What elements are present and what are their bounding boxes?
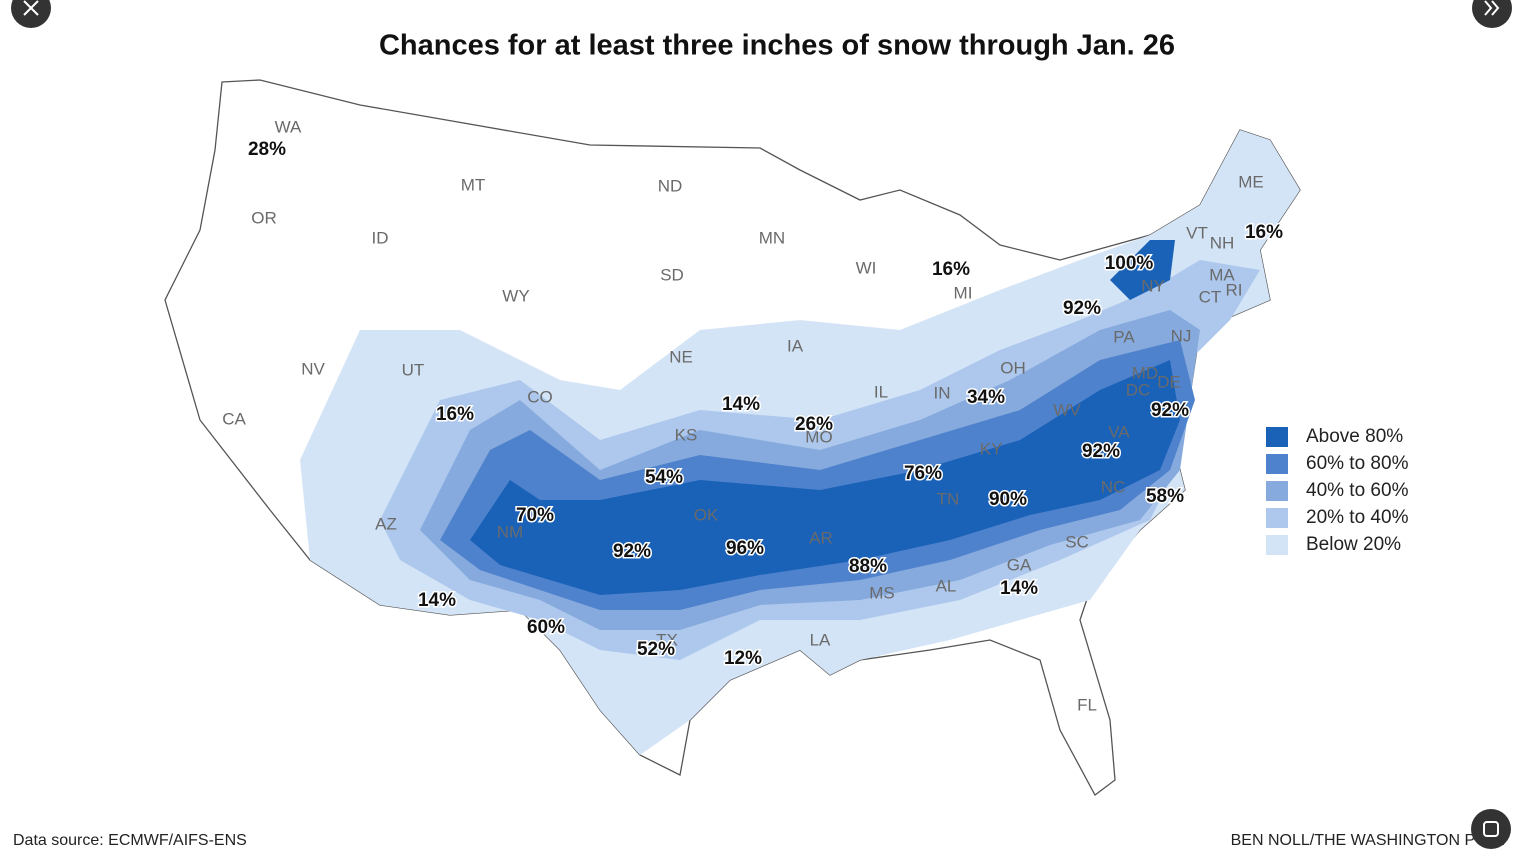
state-label: UT xyxy=(402,360,425,379)
state-label: DC xyxy=(1126,380,1151,399)
percent-label: 58% xyxy=(1146,486,1184,507)
legend-swatch xyxy=(1266,481,1288,501)
percent-label: 60% xyxy=(527,617,565,638)
zone-above-80 xyxy=(1110,240,1175,300)
state-label: VA xyxy=(1108,422,1130,441)
legend-label: 60% to 80% xyxy=(1306,453,1409,474)
percent-label: 88% xyxy=(849,556,887,577)
percent-label: 76% xyxy=(904,463,942,484)
state-label: MS xyxy=(869,583,895,602)
state-label: SD xyxy=(660,265,684,284)
state-label: KY xyxy=(980,439,1003,458)
state-label: CT xyxy=(1199,287,1222,306)
state-label: MN xyxy=(759,228,785,247)
state-label: IN xyxy=(934,383,951,402)
percent-label: 16% xyxy=(1245,222,1283,243)
percent-labels: 28% 16% 14% 26% 54% 70% 92% 96% 88% 76% 90% 92% 58% 9… xyxy=(246,138,1284,671)
percent-label: 12% xyxy=(724,648,762,669)
state-label: MD xyxy=(1132,363,1158,382)
state-label: TN xyxy=(937,489,960,508)
percent-label: 14% xyxy=(722,394,760,415)
state-label: ND xyxy=(658,176,683,195)
state-label: NJ xyxy=(1171,326,1192,345)
state-label: NH xyxy=(1210,233,1235,252)
legend-swatch xyxy=(1266,508,1288,528)
percent-label: 16% xyxy=(436,404,474,425)
percent-label: 92% xyxy=(1151,400,1189,421)
state-label: TX xyxy=(656,630,678,649)
legend-label: 40% to 60% xyxy=(1306,480,1409,501)
state-label: MA xyxy=(1209,265,1235,284)
state-label: WI xyxy=(856,258,877,277)
zone-above-80 xyxy=(470,360,1180,595)
percent-label: 92% xyxy=(613,541,651,562)
state-label: ME xyxy=(1238,172,1264,191)
state-label: AZ xyxy=(375,514,397,533)
title: Chances for at least three inches of sno… xyxy=(379,30,1175,62)
state-label: AL xyxy=(936,576,957,595)
percent-label: 28% xyxy=(248,139,286,160)
state-label: RI xyxy=(1226,280,1243,299)
percent-label: 92% xyxy=(1063,298,1101,319)
percent-label: 14% xyxy=(1000,578,1038,599)
credit: BEN NOLL/THE WASHINGTON POST xyxy=(1231,832,1509,849)
state-label: NM xyxy=(497,522,523,541)
state-label: NV xyxy=(301,359,325,378)
percent-label: 92% xyxy=(1082,441,1120,462)
legend: Above 80% 60% to 80% 40% to 60% 20% to 40% B… xyxy=(1266,426,1409,555)
legend-swatch xyxy=(1266,535,1288,555)
state-label: DE xyxy=(1157,372,1181,391)
state-label: MO xyxy=(805,427,832,446)
state-label: NE xyxy=(669,347,693,366)
state-label: FL xyxy=(1077,695,1097,714)
percent-label: 16% xyxy=(932,259,970,280)
percent-label: 90% xyxy=(989,489,1027,510)
state-label: PA xyxy=(1113,327,1135,346)
state-label: OK xyxy=(694,505,719,524)
state-label: NY xyxy=(1141,276,1165,295)
source: Data source: ECMWF/AIFS-ENS xyxy=(13,832,247,849)
legend-swatch xyxy=(1266,454,1288,474)
state-label: VT xyxy=(1186,223,1208,242)
state-label: KS xyxy=(675,425,698,444)
state-label: OH xyxy=(1000,358,1026,377)
state-label: GA xyxy=(1007,555,1032,574)
percent-label: 54% xyxy=(645,467,683,488)
state-label: WA xyxy=(275,117,302,136)
next-button[interactable] xyxy=(1472,0,1512,28)
percent-label: 100% xyxy=(1105,253,1154,274)
close-button[interactable] xyxy=(11,0,51,28)
percent-label: 34% xyxy=(967,387,1005,408)
state-label: OR xyxy=(251,208,277,227)
state-label: CA xyxy=(222,409,246,428)
state-label: IA xyxy=(787,336,804,355)
state-label: SC xyxy=(1065,532,1089,551)
legend-swatch xyxy=(1266,427,1288,447)
state-label: LA xyxy=(810,630,831,649)
state-label: MI xyxy=(954,283,973,302)
percent-label: 70% xyxy=(516,505,554,526)
percent-label: 26% xyxy=(795,414,833,435)
share-button[interactable] xyxy=(1471,809,1511,849)
legend-label: Below 20% xyxy=(1306,534,1401,555)
state-label: AR xyxy=(809,528,833,547)
legend-label: 20% to 40% xyxy=(1306,507,1409,528)
state-label: WV xyxy=(1053,400,1081,419)
state-label: WY xyxy=(502,286,529,305)
map xyxy=(164,79,1301,796)
state-label: CO xyxy=(527,387,553,406)
percent-label: 14% xyxy=(418,590,456,611)
state-label: MT xyxy=(461,175,486,194)
percent-label: 52% xyxy=(637,639,675,660)
percent-label: 96% xyxy=(726,538,764,559)
state-label: IL xyxy=(874,382,888,401)
legend-label: Above 80% xyxy=(1306,426,1403,447)
state-label: ID xyxy=(372,228,389,247)
state-label: NC xyxy=(1101,477,1126,496)
